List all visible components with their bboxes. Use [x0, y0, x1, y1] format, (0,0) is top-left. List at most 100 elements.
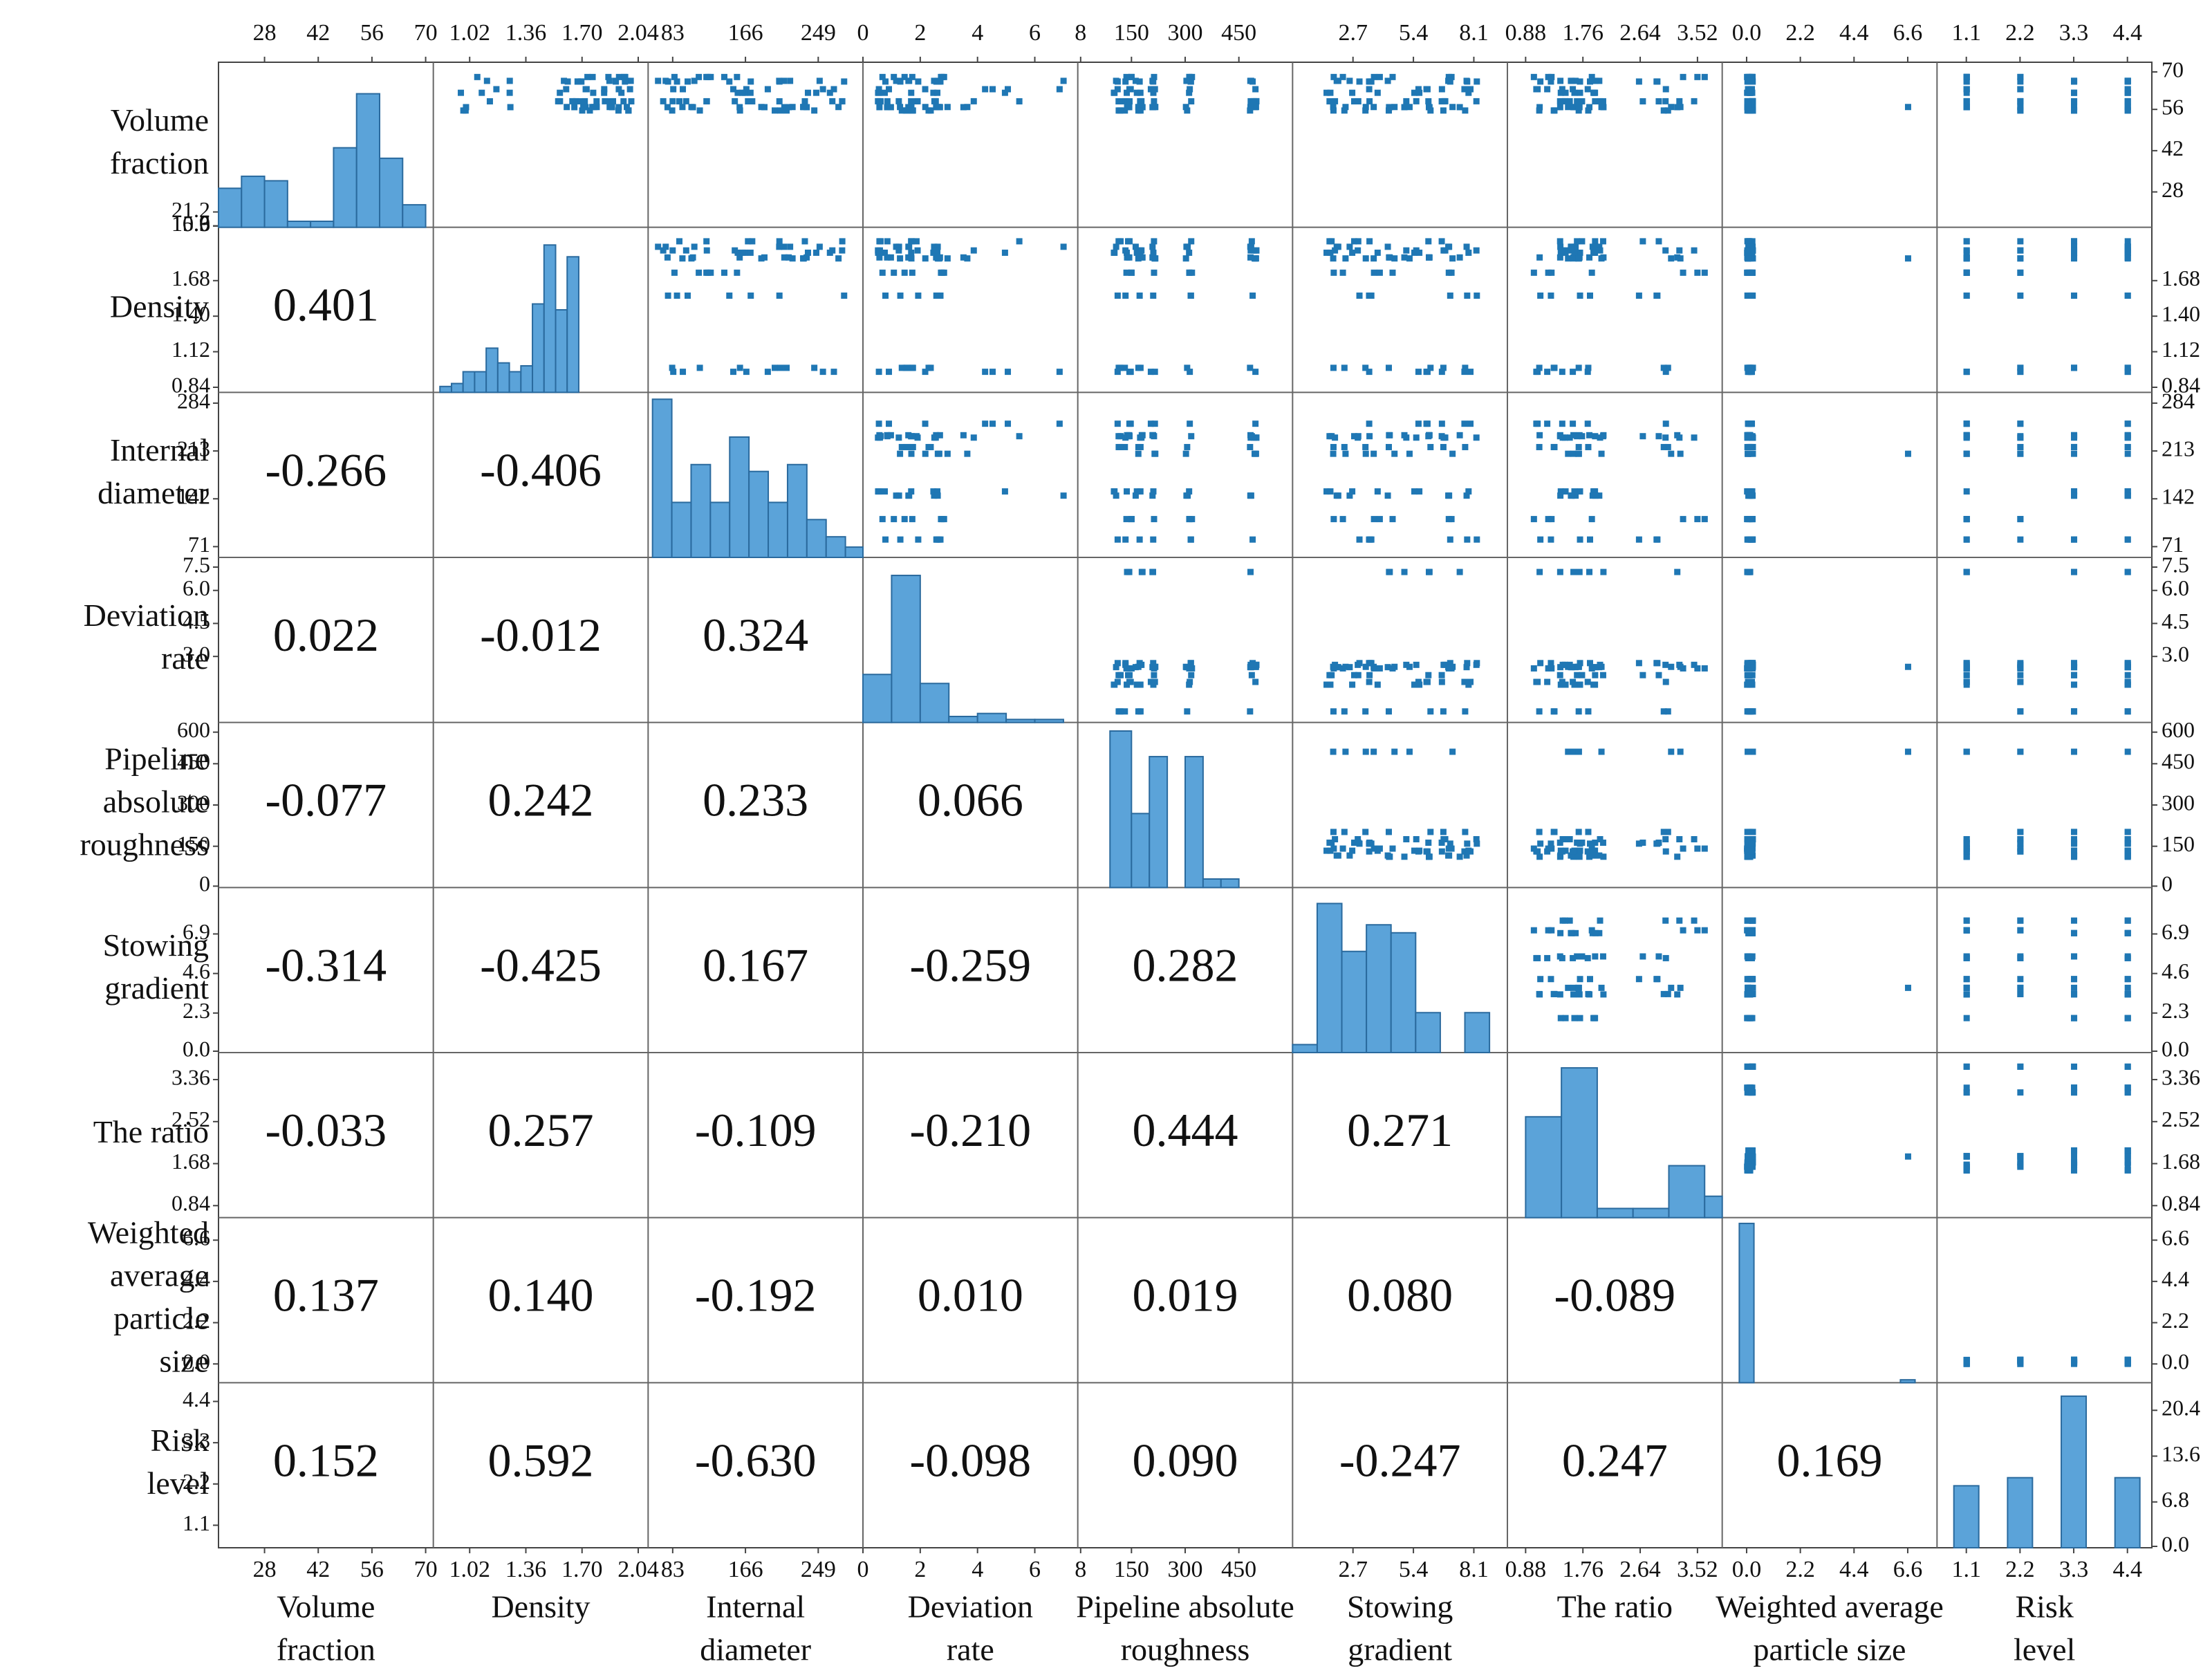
scatter-point — [772, 107, 779, 114]
scatter-point — [1184, 443, 1191, 450]
scatter-point — [901, 516, 908, 523]
top-tick-label: 1.76 — [1562, 20, 1604, 46]
scatter-point — [2124, 364, 2131, 371]
scatter-point — [2017, 78, 2024, 85]
scatter-point — [684, 292, 691, 299]
scatter-point — [628, 98, 635, 105]
scatter-point — [1586, 536, 1593, 543]
scatter-point — [898, 107, 905, 114]
scatter-point — [1465, 249, 1472, 256]
scatter-point — [927, 443, 934, 450]
scatter-point — [1747, 243, 1754, 250]
scatter-point — [1745, 1167, 1752, 1174]
column-label: rate — [947, 1632, 994, 1667]
scatter-point — [615, 73, 622, 80]
scatter-point — [1748, 292, 1755, 299]
scatter-point — [882, 89, 889, 96]
scatter-point — [1565, 104, 1572, 111]
scatter-point — [1406, 748, 1413, 755]
scatter-point — [1151, 238, 1158, 245]
bottom-tick-label: 0 — [857, 1557, 869, 1582]
scatter-point — [1473, 98, 1480, 104]
right-tick-label: 0.84 — [2162, 1191, 2200, 1216]
scatter-point — [936, 432, 943, 438]
scatter-point — [1385, 708, 1392, 715]
scatter-point — [1126, 568, 1133, 575]
scatter-point — [2071, 835, 2078, 842]
top-tick-label: 8.1 — [1459, 20, 1489, 46]
top-tick-label: 1.70 — [561, 20, 603, 46]
scatter-point — [671, 269, 678, 276]
scatter-point — [1362, 364, 1369, 371]
scatter-point — [1585, 829, 1592, 835]
scatter-point — [1664, 708, 1671, 715]
scatter-point — [1474, 536, 1480, 543]
scatter-point — [1674, 853, 1681, 860]
scatter-point — [1963, 1084, 1970, 1091]
left-tick-label: 71 — [188, 532, 210, 557]
scatter-point — [1189, 665, 1196, 672]
scatter-point — [2017, 98, 2024, 105]
scatter-point — [1574, 672, 1581, 678]
scatter-point — [1332, 835, 1339, 842]
column-label: fraction — [277, 1632, 375, 1667]
scatter-point — [1189, 269, 1196, 276]
scatter-point — [1674, 432, 1681, 438]
scatter-point — [745, 98, 752, 105]
scatter-point — [2071, 852, 2078, 859]
row-label: size — [159, 1344, 209, 1379]
scatter-point — [1128, 73, 1135, 80]
scatter-point — [1355, 433, 1361, 440]
scatter-point — [1247, 492, 1254, 499]
scatter-point — [1599, 238, 1606, 245]
scatter-point — [1747, 492, 1754, 499]
scatter-point — [1187, 536, 1194, 543]
scatter-point — [1247, 432, 1254, 438]
scatter-point — [1151, 672, 1158, 678]
top-tick-label: 150 — [1114, 20, 1149, 46]
scatter-point — [1147, 369, 1154, 376]
bottom-tick-label: 0.88 — [1505, 1557, 1547, 1582]
scatter-point — [2017, 748, 2024, 755]
scatter-point — [876, 98, 883, 105]
scatter-point — [601, 86, 608, 93]
scatter-point — [1376, 665, 1383, 672]
scatter-point — [1462, 443, 1469, 450]
row-label: Weighted — [88, 1215, 209, 1250]
histogram-bar — [520, 364, 534, 394]
scatter-point — [1424, 86, 1431, 93]
scatter-point — [1438, 420, 1445, 427]
scatter-point — [897, 292, 904, 299]
scatter-point — [1745, 89, 1751, 96]
scatter-point — [830, 86, 837, 93]
scatter-point — [2071, 829, 2078, 835]
scatter-point — [2124, 1084, 2131, 1091]
scatter-point — [1747, 852, 1754, 859]
scatter-point — [2071, 1015, 2078, 1021]
right-tick-label: 1.68 — [2162, 1149, 2200, 1174]
correlation-value: -0.098 — [910, 1434, 1032, 1486]
scatter-point — [884, 432, 891, 438]
scatter-point — [1366, 238, 1373, 245]
scatter-point — [1556, 433, 1563, 440]
scatter-point — [1584, 954, 1591, 961]
scatter-point — [1749, 848, 1756, 855]
scatter-point — [1374, 488, 1381, 495]
scatter-point — [1575, 984, 1582, 991]
scatter-point — [1664, 829, 1671, 835]
scatter-point — [886, 420, 893, 427]
histogram-bar — [532, 303, 545, 394]
scatter-point — [660, 98, 667, 104]
scatter-point — [1332, 98, 1339, 104]
scatter-point — [887, 104, 894, 111]
scatter-point — [1342, 748, 1349, 755]
correlation-value: -0.012 — [480, 609, 602, 661]
scatter-point — [2071, 840, 2078, 846]
scatter-point — [1362, 450, 1369, 457]
column-label: Volume — [277, 1589, 375, 1625]
column-label: roughness — [1121, 1632, 1250, 1667]
scatter-point — [1362, 104, 1369, 111]
correlation-value: -0.266 — [266, 443, 387, 496]
scatter-point — [1572, 243, 1579, 250]
scatter-point — [922, 369, 929, 376]
